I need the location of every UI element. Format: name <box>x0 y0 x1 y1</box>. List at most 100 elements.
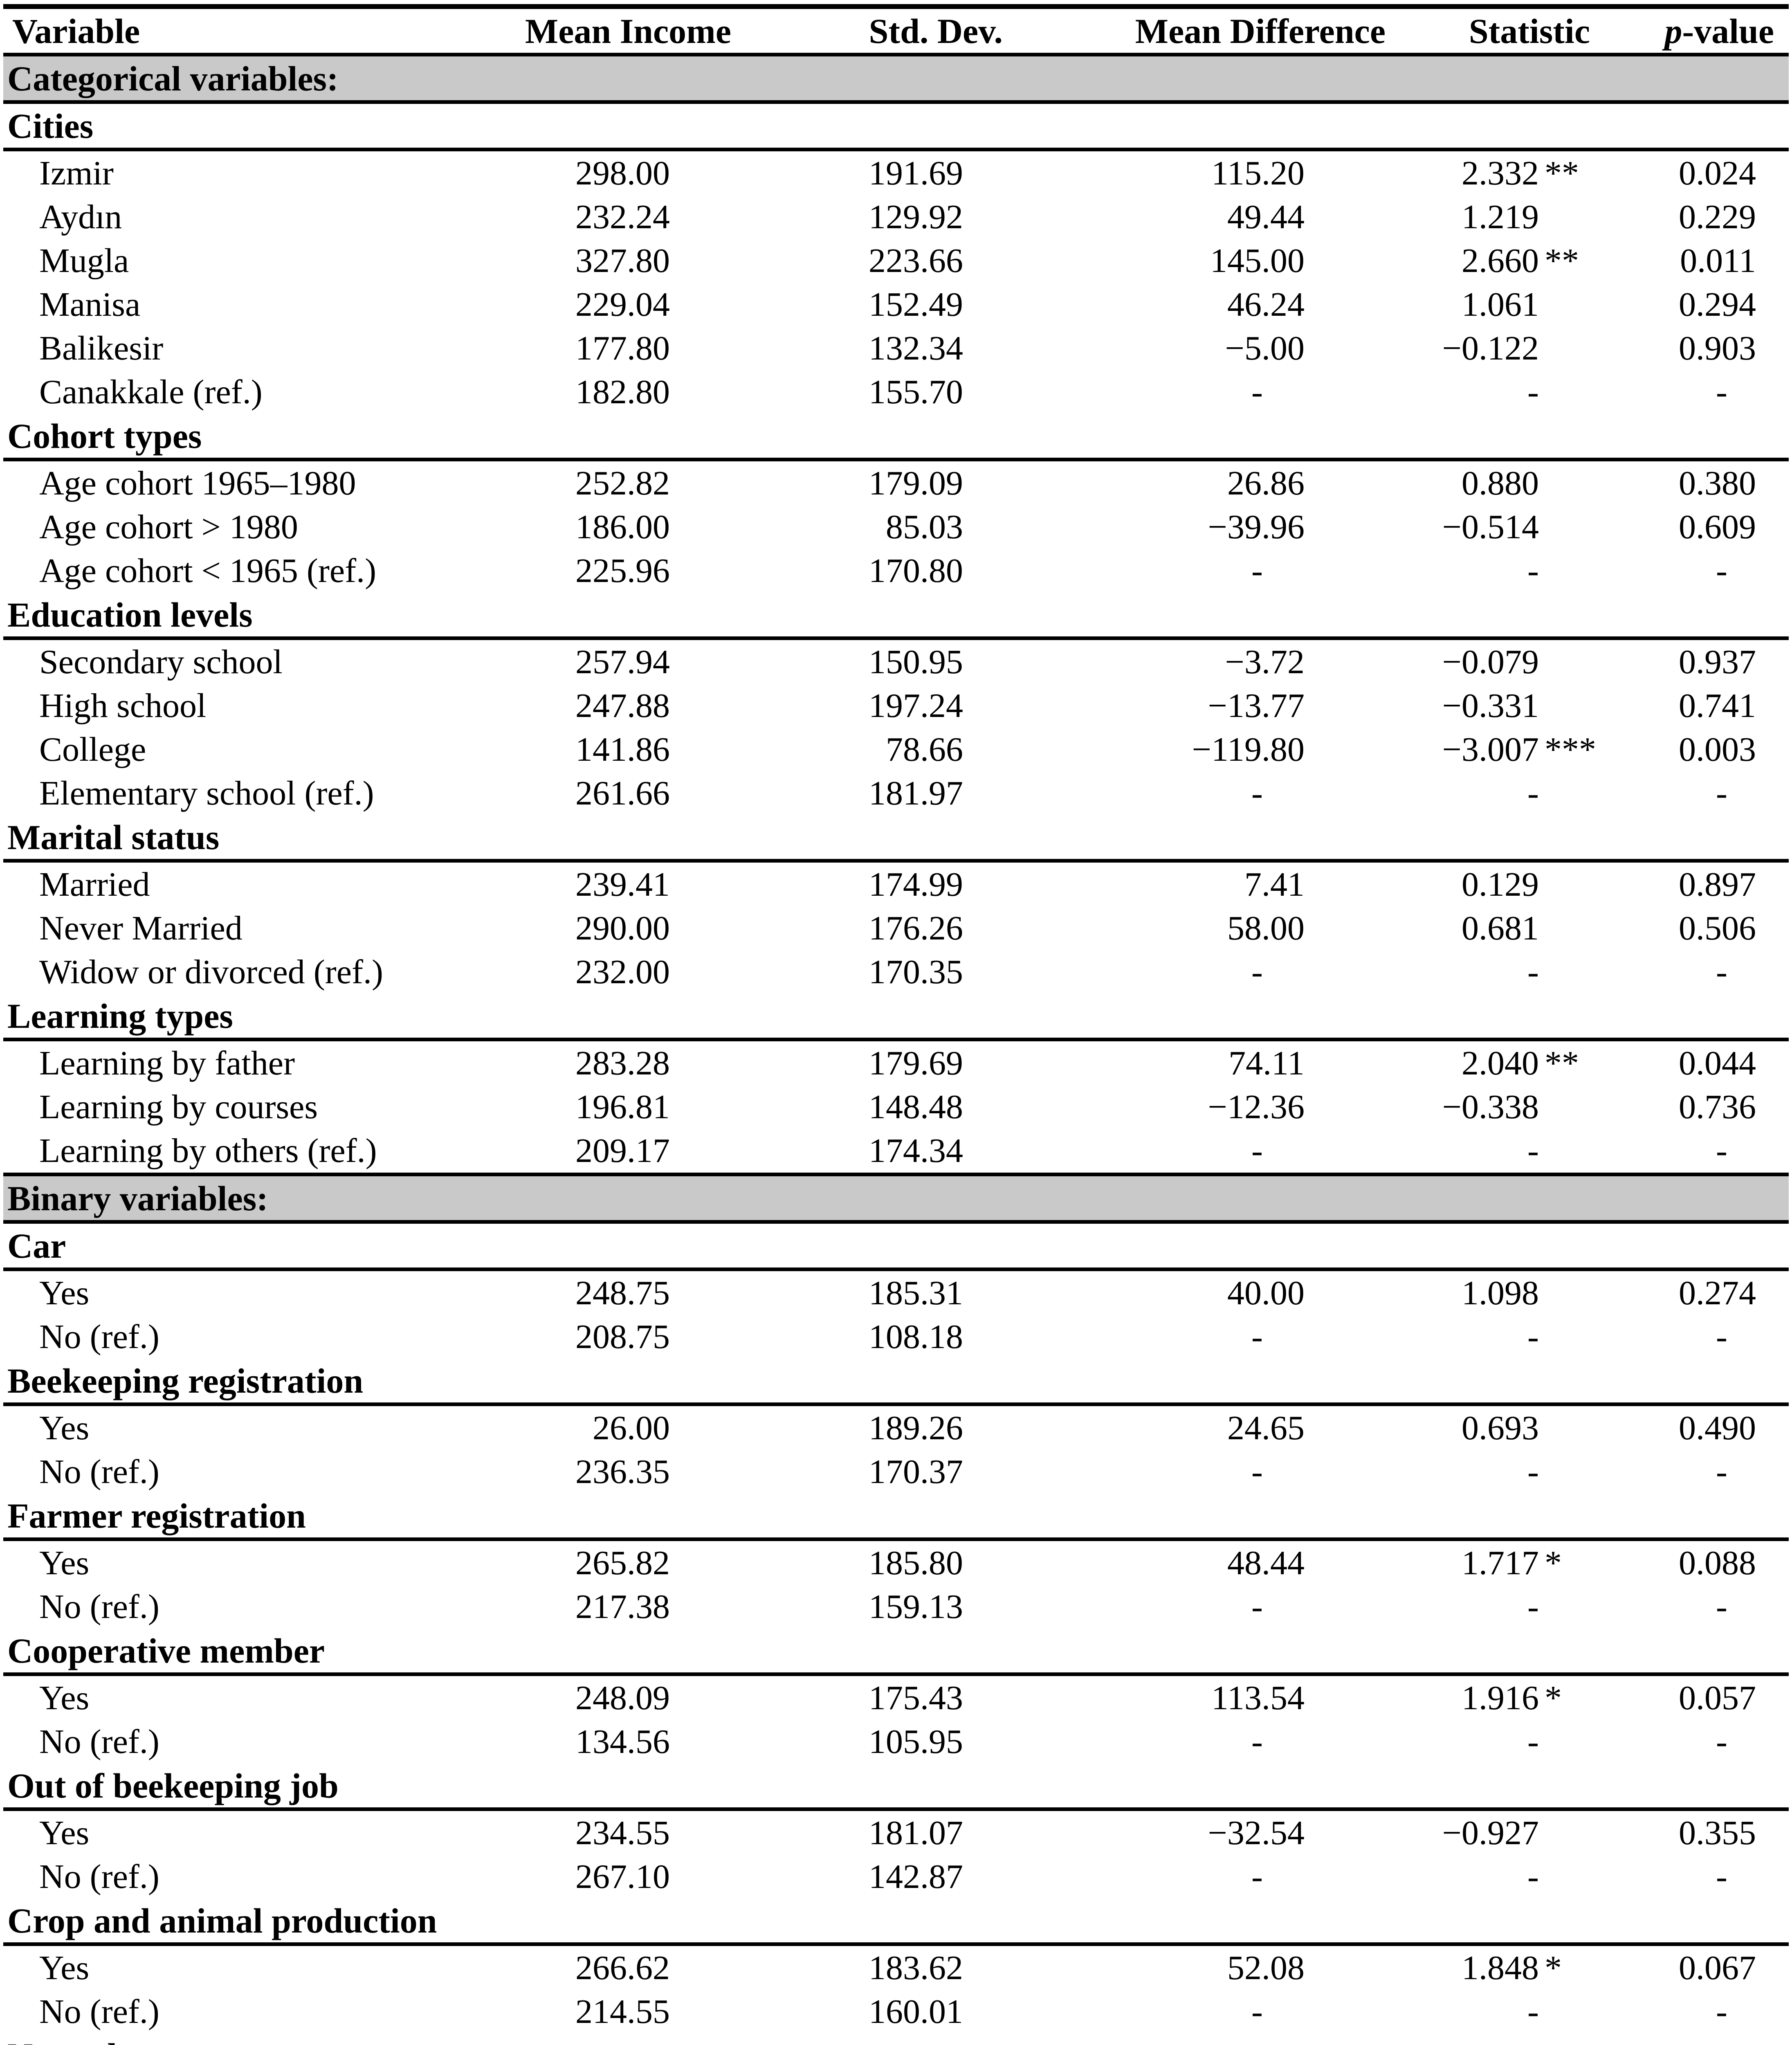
mean-difference-cell: 52.08 <box>1227 1949 1305 1987</box>
p-value-cell: - <box>1716 1453 1727 1491</box>
std-dev-cell: 185.31 <box>869 1274 963 1312</box>
mean-difference-cell: - <box>1251 1858 1263 1896</box>
statistic-cell: - <box>1390 1129 1615 1175</box>
statistic-cell: 1.848 * <box>1390 1944 1615 1990</box>
variable-cell: Canakkale (ref.) <box>39 373 263 411</box>
statistic-value: −0.122 <box>1442 329 1539 367</box>
section-header-label: Learning types <box>3 994 1789 1041</box>
p-value-cell: 0.506 <box>1679 909 1756 947</box>
mean-difference-cell: - <box>1251 1132 1263 1170</box>
statistic-value: - <box>1527 1132 1539 1170</box>
statistic-cell: 2.660 ** <box>1390 239 1615 283</box>
std-dev-cell: 108.18 <box>869 1318 963 1356</box>
section-header-row: Learning types <box>3 994 1789 1041</box>
variable-cell: Never Married <box>39 909 243 947</box>
std-dev-cell: 142.87 <box>869 1858 963 1896</box>
std-dev-cell: 183.62 <box>869 1949 963 1987</box>
statistic-value: 0.693 <box>1462 1409 1539 1447</box>
statistic-value: 1.061 <box>1462 285 1539 324</box>
section-header-row: Cohort types <box>3 414 1789 461</box>
mean-income-cell: 252.82 <box>575 464 670 502</box>
statistic-value: −0.338 <box>1442 1088 1539 1126</box>
statistic-cell: 0.681 <box>1390 906 1615 950</box>
std-dev-cell: 197.24 <box>869 687 963 725</box>
mean-income-cell: 217.38 <box>575 1588 670 1626</box>
table-row: Learning by courses 196.81 148.48 −12.36 −0.… <box>3 1085 1789 1129</box>
section-header-label: Beekeeping registration <box>3 1359 1789 1406</box>
mean-difference-cell: 7.41 <box>1244 865 1305 903</box>
category-band-label: Binary variables: <box>3 1173 1789 1224</box>
mean-difference-cell: 40.00 <box>1227 1274 1305 1312</box>
std-dev-cell: 129.92 <box>869 198 963 236</box>
statistic-value: 2.040 <box>1462 1044 1539 1082</box>
mean-difference-cell: −13.77 <box>1208 687 1305 725</box>
variable-cell: High school <box>39 687 207 725</box>
variable-cell: No (ref.) <box>39 1588 159 1626</box>
mean-difference-cell: 24.65 <box>1227 1409 1305 1447</box>
p-value-cell: - <box>1716 1132 1727 1170</box>
section-header-label: Education levels <box>3 593 1789 640</box>
std-dev-cell: 174.34 <box>869 1132 963 1170</box>
mean-difference-cell: 49.44 <box>1227 198 1305 236</box>
variable-cell: Yes <box>39 1949 90 1987</box>
std-dev-cell: 223.66 <box>869 242 963 280</box>
statistic-cell: - <box>1390 771 1615 815</box>
mean-income-cell: 247.88 <box>575 687 670 725</box>
variable-cell: Age cohort < 1965 (ref.) <box>39 552 377 590</box>
statistic-cell: - <box>1390 370 1615 414</box>
table-row: No (ref.) 236.35 170.37 - - - <box>3 1450 1789 1494</box>
std-dev-cell: 170.37 <box>869 1453 963 1491</box>
column-header-std-dev: Std. Dev. <box>743 7 1022 56</box>
std-dev-cell: 160.01 <box>869 1993 963 2031</box>
mean-difference-cell: −5.00 <box>1225 329 1305 367</box>
mean-income-cell: 141.86 <box>575 730 670 769</box>
p-value-cell: 0.044 <box>1679 1044 1756 1082</box>
statistic-cell: 1.098 <box>1390 1270 1615 1315</box>
variable-cell: College <box>39 730 146 769</box>
mean-difference-cell: - <box>1251 774 1263 812</box>
mean-income-cell: 261.66 <box>575 774 670 812</box>
section-header-row: Car <box>3 1222 1789 1271</box>
mean-difference-cell: - <box>1251 1453 1263 1491</box>
table-row: Age cohort > 1980 186.00 85.03 −39.96 −0.514… <box>3 505 1789 549</box>
variable-cell: No (ref.) <box>39 1318 159 1356</box>
p-value-cell: 0.609 <box>1679 508 1756 546</box>
mean-income-cell: 265.82 <box>575 1544 670 1582</box>
section-header-label: Farmer registration <box>3 1494 1789 1541</box>
table-row: Yes 26.00 189.26 24.65 0.693 0.490 <box>3 1405 1789 1450</box>
variable-cell: Yes <box>39 1679 90 1717</box>
significance-stars: ** <box>1545 242 1579 280</box>
mean-income-cell: 134.56 <box>575 1723 670 1761</box>
variable-cell: Yes <box>39 1544 90 1582</box>
statistic-value: 1.916 <box>1462 1679 1539 1717</box>
statistic-value: 1.717 <box>1462 1544 1539 1582</box>
mean-income-cell: 182.80 <box>575 373 670 411</box>
statistic-cell: −0.338 <box>1390 1085 1615 1129</box>
std-dev-cell: 181.97 <box>869 774 963 812</box>
mean-income-cell: 266.62 <box>575 1949 670 1987</box>
std-dev-cell: 179.09 <box>869 464 963 502</box>
variable-cell: Izmir <box>39 154 114 192</box>
mean-income-cell: 232.24 <box>575 198 670 236</box>
table-row: No (ref.) 267.10 142.87 - - - <box>3 1855 1789 1899</box>
variable-cell: Learning by father <box>39 1044 295 1082</box>
table-row: Yes 234.55 181.07 −32.54 −0.927 0.355 <box>3 1809 1789 1855</box>
p-value-cell: 0.490 <box>1679 1409 1756 1447</box>
header-row: Variable Mean Income Std. Dev. Mean Diff… <box>3 7 1789 56</box>
category-band-row: Categorical variables: <box>3 53 1789 104</box>
statistic-value: 1.219 <box>1462 198 1539 236</box>
table-row: College 141.86 78.66 −119.80 −3.007 *** 0.003 <box>3 728 1789 771</box>
std-dev-cell: 148.48 <box>869 1088 963 1126</box>
statistic-cell: 1.219 <box>1390 195 1615 239</box>
statistic-cell: 1.916 * <box>1390 1674 1615 1720</box>
statistic-cell: - <box>1390 950 1615 994</box>
mean-difference-cell: - <box>1251 1993 1263 2031</box>
category-band-label: Categorical variables: <box>3 53 1789 104</box>
p-value-label: p-value <box>1664 11 1774 51</box>
p-value-cell: - <box>1716 953 1727 991</box>
statistic-value: - <box>1527 1318 1539 1356</box>
p-value-cell: 0.937 <box>1679 643 1756 681</box>
mean-difference-cell: - <box>1251 1723 1263 1761</box>
statistic-cell: - <box>1390 1315 1615 1359</box>
column-header-variable: Variable <box>3 7 433 56</box>
